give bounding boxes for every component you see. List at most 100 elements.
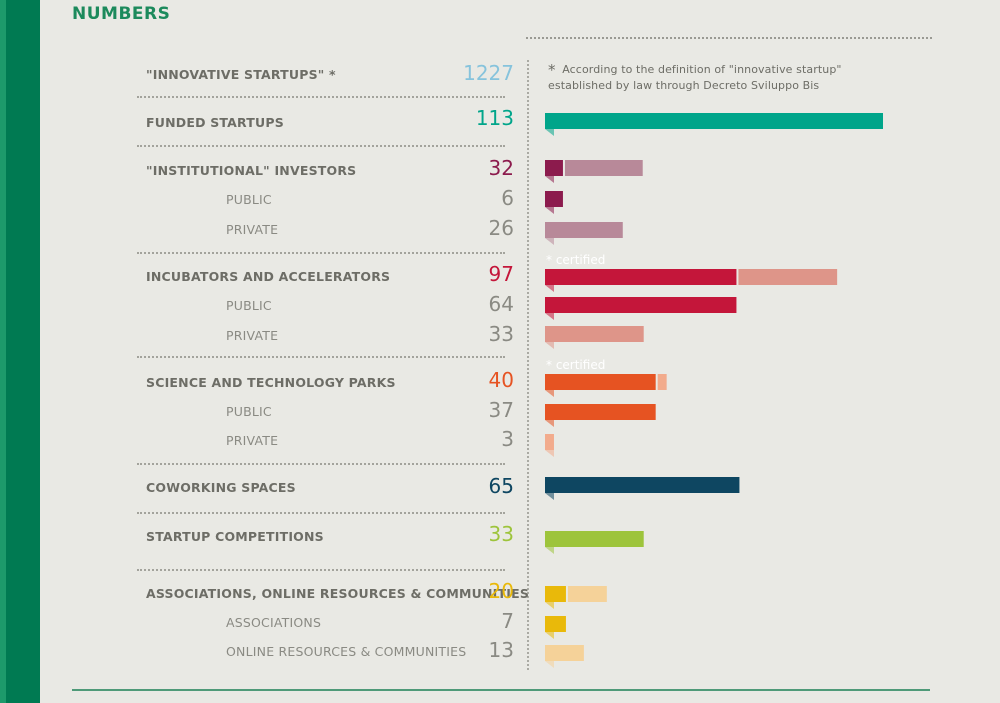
- sub-value-parks-public: 37: [488, 398, 514, 422]
- sub-value-investors-public: 6: [501, 186, 514, 210]
- note-line-2: established by law through Decreto Svilu…: [548, 79, 820, 92]
- bar-tab: [545, 547, 554, 554]
- bar-segment: [657, 374, 667, 390]
- sub-label-associations: ASSOCIATIONS: [226, 615, 322, 630]
- sub-value-investors-private: 26: [488, 216, 514, 240]
- sub-value-associations: 7: [501, 609, 514, 633]
- row-label-funded-startups: FUNDED STARTUPS: [146, 115, 284, 130]
- sub-value-incubators-public: 64: [488, 292, 514, 316]
- row-value-science-parks: 40: [488, 368, 514, 392]
- bar-segment: [545, 297, 737, 313]
- bar-segment: [567, 586, 607, 602]
- bar-segment: [545, 531, 644, 547]
- bar-8: [545, 404, 656, 427]
- row-value-funded-startups: 113: [475, 106, 514, 130]
- row-separator: [137, 512, 505, 514]
- bar-tab: [545, 661, 554, 668]
- certified-note-incubators: * certified: [546, 253, 606, 267]
- top-divider: [526, 37, 932, 39]
- bar-segment: [545, 326, 644, 342]
- bar-tab: [545, 602, 554, 609]
- bar-segment: [545, 645, 584, 661]
- bar-segment: [545, 434, 554, 450]
- row-separator: [137, 96, 505, 98]
- row-label-competitions: STARTUP COMPETITIONS: [146, 529, 324, 544]
- bar-5: [545, 297, 737, 320]
- bar-tab: [545, 493, 554, 500]
- bar-tab: [545, 420, 554, 427]
- row-separator: [137, 252, 505, 254]
- bar-segment: [545, 616, 566, 632]
- bar-segment: [545, 374, 656, 390]
- row-value-coworking: 65: [488, 474, 514, 498]
- row-separator: [137, 356, 505, 358]
- row-value-innovative-startups: 1227: [463, 61, 514, 85]
- bar-tab: [545, 313, 554, 320]
- sub-label-investors-public: PUBLIC: [226, 192, 272, 207]
- bar-6: [545, 326, 644, 349]
- row-value-institutional-investors: 32: [488, 156, 514, 180]
- side-strip-accent: [0, 0, 6, 703]
- bar-tab: [545, 176, 554, 183]
- bar-3: [545, 222, 623, 245]
- bar-1: [545, 160, 643, 183]
- bar-tab: [545, 632, 554, 639]
- bar-tab: [545, 238, 554, 245]
- bar-7: [545, 374, 667, 397]
- sub-value-parks-private: 3: [501, 427, 514, 451]
- definition-note: * According to the definition of "innova…: [548, 60, 842, 94]
- row-label-innovative-startups: "INNOVATIVE STARTUPS" *: [146, 67, 336, 82]
- bar-13: [545, 616, 566, 639]
- bar-10: [545, 477, 740, 500]
- bar-tab: [545, 207, 554, 214]
- sub-label-parks-private: PRIVATE: [226, 433, 279, 448]
- row-label-associations-total: ASSOCIATIONS, ONLINE RESOURCES & COMMUNI…: [146, 586, 530, 601]
- certified-note-parks: * certified: [546, 358, 606, 372]
- bar-segment: [545, 191, 563, 207]
- sub-value-incubators-private: 33: [488, 322, 514, 346]
- note-line-1: According to the definition of "innovati…: [562, 63, 842, 76]
- sub-label-incubators-private: PRIVATE: [226, 328, 279, 343]
- bar-tab: [545, 450, 554, 457]
- side-strip: [0, 0, 40, 703]
- bar-segment: [545, 269, 737, 285]
- sub-label-online-resources: ONLINE RESOURCES & COMMUNITIES: [226, 644, 467, 659]
- row-label-institutional-investors: "INSTITUTIONAL" INVESTORS: [146, 163, 357, 178]
- row-value-associations-total: 20: [488, 579, 514, 603]
- bar-9: [545, 434, 554, 457]
- bar-tab: [545, 390, 554, 397]
- row-label-incubators: INCUBATORS AND ACCELERATORS: [146, 269, 391, 284]
- bar-segment: [545, 222, 623, 238]
- bar-tab: [545, 285, 554, 292]
- bar-tab: [545, 342, 554, 349]
- bar-segment: [545, 160, 563, 176]
- bottom-rule: [72, 689, 930, 691]
- sub-value-online-resources: 13: [488, 638, 514, 662]
- row-value-competitions: 33: [488, 522, 514, 546]
- bar-segment: [545, 586, 566, 602]
- row-separator: [137, 463, 505, 465]
- bar-14: [545, 645, 584, 668]
- bar-segment: [738, 269, 838, 285]
- bar-segment: [545, 113, 883, 129]
- note-asterisk: *: [548, 61, 556, 79]
- bar-11: [545, 531, 644, 554]
- bar-tab: [545, 129, 554, 136]
- bar-segment: [545, 404, 656, 420]
- bar-segment: [545, 477, 740, 493]
- bar-0: [545, 113, 883, 136]
- sub-label-parks-public: PUBLIC: [226, 404, 272, 419]
- bar-segment: [564, 160, 643, 176]
- row-label-science-parks: SCIENCE AND TECHNOLOGY PARKS: [146, 375, 396, 390]
- row-separator: [137, 145, 505, 147]
- bar-4: [545, 269, 838, 292]
- vertical-divider: [527, 60, 529, 670]
- page-title: NUMBERS: [72, 4, 171, 24]
- row-separator: [137, 569, 505, 571]
- sub-label-investors-private: PRIVATE: [226, 222, 279, 237]
- bar-12: [545, 586, 607, 609]
- row-label-coworking: COWORKING SPACES: [146, 480, 296, 495]
- sub-label-incubators-public: PUBLIC: [226, 298, 272, 313]
- row-value-incubators: 97: [488, 262, 514, 286]
